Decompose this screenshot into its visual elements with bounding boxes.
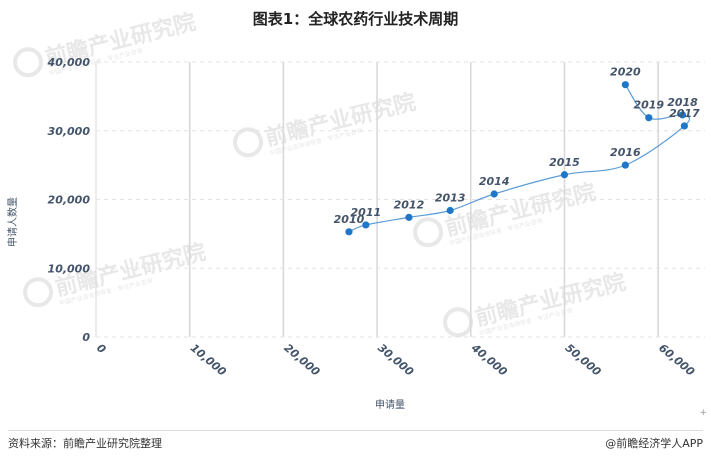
data-point-2019 <box>645 114 653 122</box>
x-tick-label: 0 <box>94 341 108 356</box>
watermark-logo-icon <box>13 47 44 78</box>
data-label-2016: 2016 <box>610 146 641 159</box>
data-point-2012 <box>405 213 413 221</box>
data-point-2018 <box>678 111 687 119</box>
chart-title: 图表1：全球农药行业技术周期 <box>252 10 459 28</box>
watermark-logo-icon <box>443 307 474 338</box>
x-tick-label: 50,000 <box>563 341 604 378</box>
watermark-logo-icon <box>23 277 54 308</box>
watermark-text: 前瞻产业研究院 <box>473 269 629 331</box>
grid-lines <box>95 61 705 338</box>
data-point-2014 <box>490 190 498 198</box>
x-tick-label: 40,000 <box>468 341 510 379</box>
data-label-2013: 2013 <box>435 192 466 205</box>
data-label-2018: 2018 <box>667 96 698 109</box>
watermark-logo-icon <box>233 127 264 158</box>
y-tick-label: 40,000 <box>47 56 91 69</box>
x-axis-label: 申请量 <box>375 398 405 411</box>
data-point-2013 <box>446 206 454 215</box>
watermark-logo-icon <box>413 217 444 248</box>
y-tick-label: 20,000 <box>48 194 91 207</box>
data-point-2017 <box>680 122 688 130</box>
data-point-2011 <box>362 221 370 229</box>
source-note: 资料来源：前瞻产业研究院整理 <box>8 437 162 450</box>
y-tick-label: 10,000 <box>48 262 91 275</box>
x-tick-label: 10,000 <box>188 341 229 378</box>
data-point-2010 <box>345 228 353 236</box>
data-point-2020 <box>621 81 629 89</box>
data-label-2012: 2012 <box>394 198 425 211</box>
data-point-2015 <box>560 171 569 179</box>
watermark-text: 前瞻产业研究院 <box>263 89 419 151</box>
data-label-2017: 2017 <box>669 107 700 120</box>
watermark-text: 前瞻产业研究院 <box>443 179 599 241</box>
footer: 资料来源：前瞻产业研究院整理 @前瞻经济学人APP <box>8 430 703 453</box>
data-points <box>345 81 688 236</box>
x-tick-label: 60,000 <box>656 341 697 378</box>
y-axis-label: 申请人数量 <box>6 197 19 247</box>
data-label-2015: 2015 <box>549 156 580 169</box>
data-label-2010: 2010 <box>334 213 365 226</box>
data-label-2011: 2011 <box>351 206 382 219</box>
data-point-2016 <box>621 161 629 169</box>
brand-credit: @前瞻经济学人APP <box>605 437 703 450</box>
x-tick-label: 30,000 <box>375 341 416 378</box>
data-label-2020: 2020 <box>610 66 641 79</box>
y-tick-label: 30,000 <box>48 125 91 138</box>
data-label-2014: 2014 <box>479 175 510 188</box>
data-label-2019: 2019 <box>633 99 664 112</box>
x-tick-label: 20,000 <box>281 341 322 378</box>
plus-mark: + <box>699 408 707 418</box>
y-tick-label: 0 <box>82 331 90 344</box>
